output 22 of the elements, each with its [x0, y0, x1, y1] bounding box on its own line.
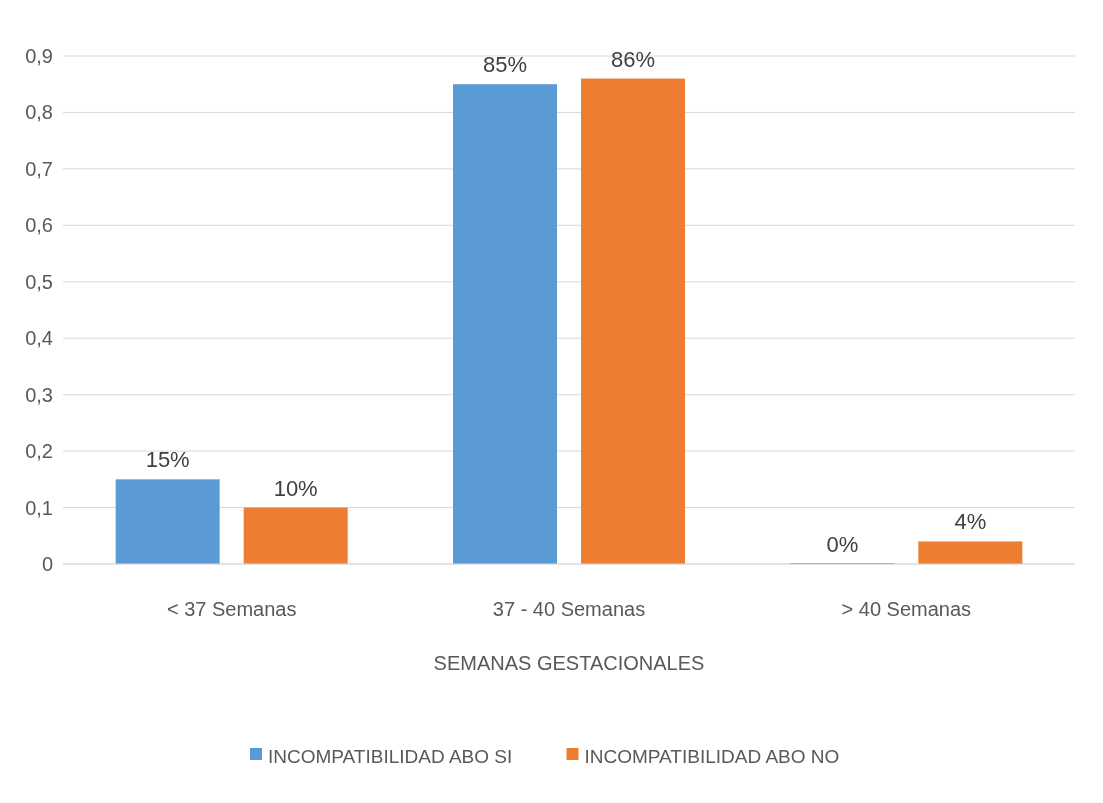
y-tick-label: 0,4	[25, 327, 53, 350]
y-tick-label: 0,2	[25, 440, 53, 463]
y-tick-label: 0,5	[25, 270, 53, 293]
y-tick-label: 0	[41, 553, 53, 575]
x-axis-title: SEMANAS GESTACIONALES	[433, 652, 705, 674]
data-label: 0%	[826, 532, 859, 557]
y-tick-label: 0,3	[25, 383, 53, 406]
data-label: 85%	[482, 52, 528, 78]
y-tick-label: 0,7	[25, 157, 53, 180]
legend-label: INCOMPATIBILIDAD ABO NO	[584, 745, 840, 767]
x-tick-label: 37 - 40 Semanas	[492, 598, 646, 620]
legend-label: INCOMPATIBILIDAD ABO SI	[268, 745, 513, 767]
y-tick-label: 0,1	[25, 496, 53, 519]
x-tick-label: < 37 Semanas	[166, 598, 297, 620]
data-label: 4%	[954, 509, 987, 535]
data-label: 10%	[273, 475, 318, 501]
y-tick-label: 0,6	[25, 214, 53, 237]
y-tick-label: 0,9	[25, 45, 53, 67]
x-tick-label: > 40 Semanas	[841, 598, 972, 620]
data-label: 86%	[610, 46, 656, 72]
data-label: 15%	[145, 447, 190, 473]
y-tick-label: 0,8	[25, 101, 53, 124]
